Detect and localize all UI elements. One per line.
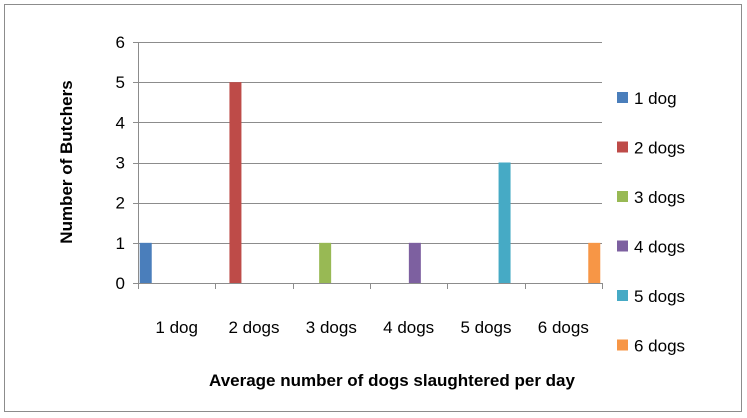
legend-swatch	[617, 240, 628, 252]
bar-1-dog	[139, 242, 152, 283]
x-tick-label: 4 dogs	[383, 318, 434, 337]
y-axis-title: Number of Butchers	[57, 80, 76, 243]
y-tick-label: 0	[116, 274, 125, 293]
legend-swatch	[617, 339, 628, 351]
y-tick-label: 5	[116, 73, 125, 92]
y-tick-label: 1	[116, 234, 125, 253]
x-tick-label: 5 dogs	[460, 318, 511, 337]
x-tick-labels: 1 dog 2 dogs 3 dogs 4 dogs 5 dogs 6 dogs	[155, 318, 588, 337]
gridlines	[138, 42, 602, 244]
y-tick-label: 4	[116, 113, 125, 132]
bars	[139, 82, 601, 284]
bar-3-dogs	[319, 242, 332, 283]
y-tick-label: 2	[116, 194, 125, 213]
legend-swatch	[617, 290, 628, 301]
bar-2-dogs	[229, 82, 242, 284]
axes	[133, 42, 603, 289]
legend-label: 2 dogs	[634, 139, 685, 158]
bar-4-dogs	[408, 242, 421, 283]
x-tick-label: 1 dog	[155, 318, 198, 337]
x-axis-title: Average number of dogs slaughtered per d…	[209, 371, 575, 390]
legend-label: 5 dogs	[634, 287, 685, 306]
x-tick-label: 3 dogs	[306, 318, 357, 337]
y-tick-label: 6	[116, 33, 125, 52]
legend: 1 dog 2 dogs 3 dogs 4 dogs 5 dogs 6 dogs	[617, 89, 685, 356]
legend-label: 4 dogs	[634, 238, 685, 257]
y-tick-label: 3	[116, 154, 125, 173]
legend-swatch	[617, 92, 628, 103]
bar-5-dogs	[498, 162, 511, 283]
legend-label: 3 dogs	[634, 188, 685, 207]
legend-label: 6 dogs	[634, 337, 685, 356]
y-tick-labels: 0 1 2 3 4 5 6	[116, 33, 125, 293]
x-tick-label: 2 dogs	[228, 318, 279, 337]
legend-label: 1 dog	[634, 89, 677, 108]
legend-swatch	[617, 191, 628, 202]
x-tick-label: 6 dogs	[538, 318, 589, 337]
legend-swatch	[617, 141, 628, 153]
bar-6-dogs	[588, 242, 601, 283]
